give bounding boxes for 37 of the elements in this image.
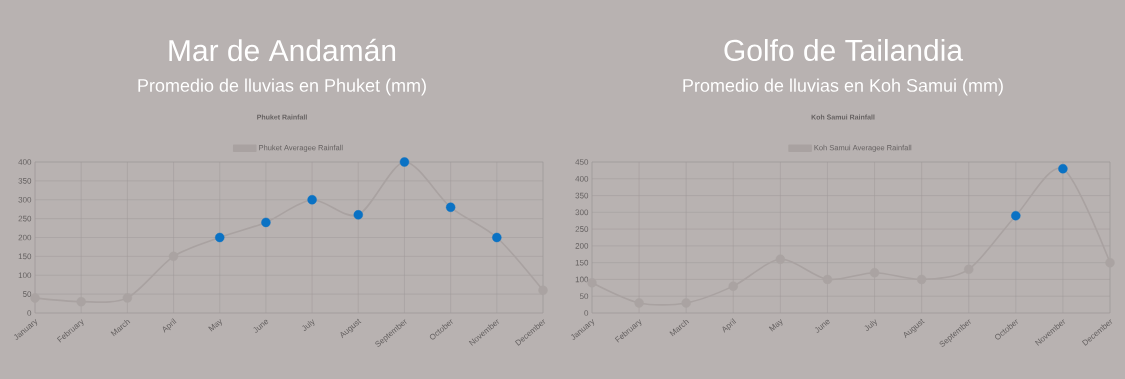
y-tick-label: 200 — [575, 243, 589, 249]
point — [492, 232, 502, 243]
y-tick-label: 300 — [575, 209, 589, 216]
chart-subtitle: Promedio de lluvias en Phuket (mm) — [138, 78, 426, 96]
x-tick-label: July — [302, 319, 315, 331]
y-tick-label: 450 — [575, 159, 589, 165]
x-tick-label: May — [208, 318, 222, 332]
y-tick-label: 200 — [18, 234, 32, 241]
point — [261, 217, 271, 228]
x-tick-label: May — [768, 318, 783, 332]
x-tick-label: July — [864, 319, 877, 331]
y-tick-label: 350 — [575, 192, 589, 199]
y-tick-label: 100 — [575, 276, 589, 283]
point — [307, 195, 317, 205]
chart-title: Mar de Andamán — [169, 38, 396, 62]
y-tick-label: 150 — [18, 253, 32, 260]
chart-subtitle: Promedio de lluvias en Koh Samui (mm) — [683, 78, 1003, 96]
chart-title: Golfo de Tailandia — [724, 38, 964, 62]
point — [445, 202, 456, 212]
point — [1058, 164, 1068, 174]
y-tick-label: 300 — [18, 196, 32, 203]
y-tick-label: 400 — [18, 159, 32, 165]
y-tick-label: 250 — [18, 215, 32, 222]
point — [353, 210, 363, 220]
y-tick-label: 350 — [18, 178, 32, 184]
y-tick-label: 50 — [579, 293, 589, 300]
y-tick-label: 150 — [575, 259, 589, 266]
y-tick-label: 50 — [22, 291, 32, 297]
y-tick-label: 250 — [575, 226, 589, 232]
y-tick-label: 400 — [575, 175, 589, 182]
y-tick-label: 0 — [27, 310, 32, 316]
y-tick-label: 100 — [18, 272, 32, 279]
point — [215, 232, 225, 243]
point — [1011, 210, 1021, 221]
point — [399, 157, 410, 167]
y-tick-label: 0 — [584, 310, 589, 316]
x-tick-label: June — [253, 319, 269, 333]
